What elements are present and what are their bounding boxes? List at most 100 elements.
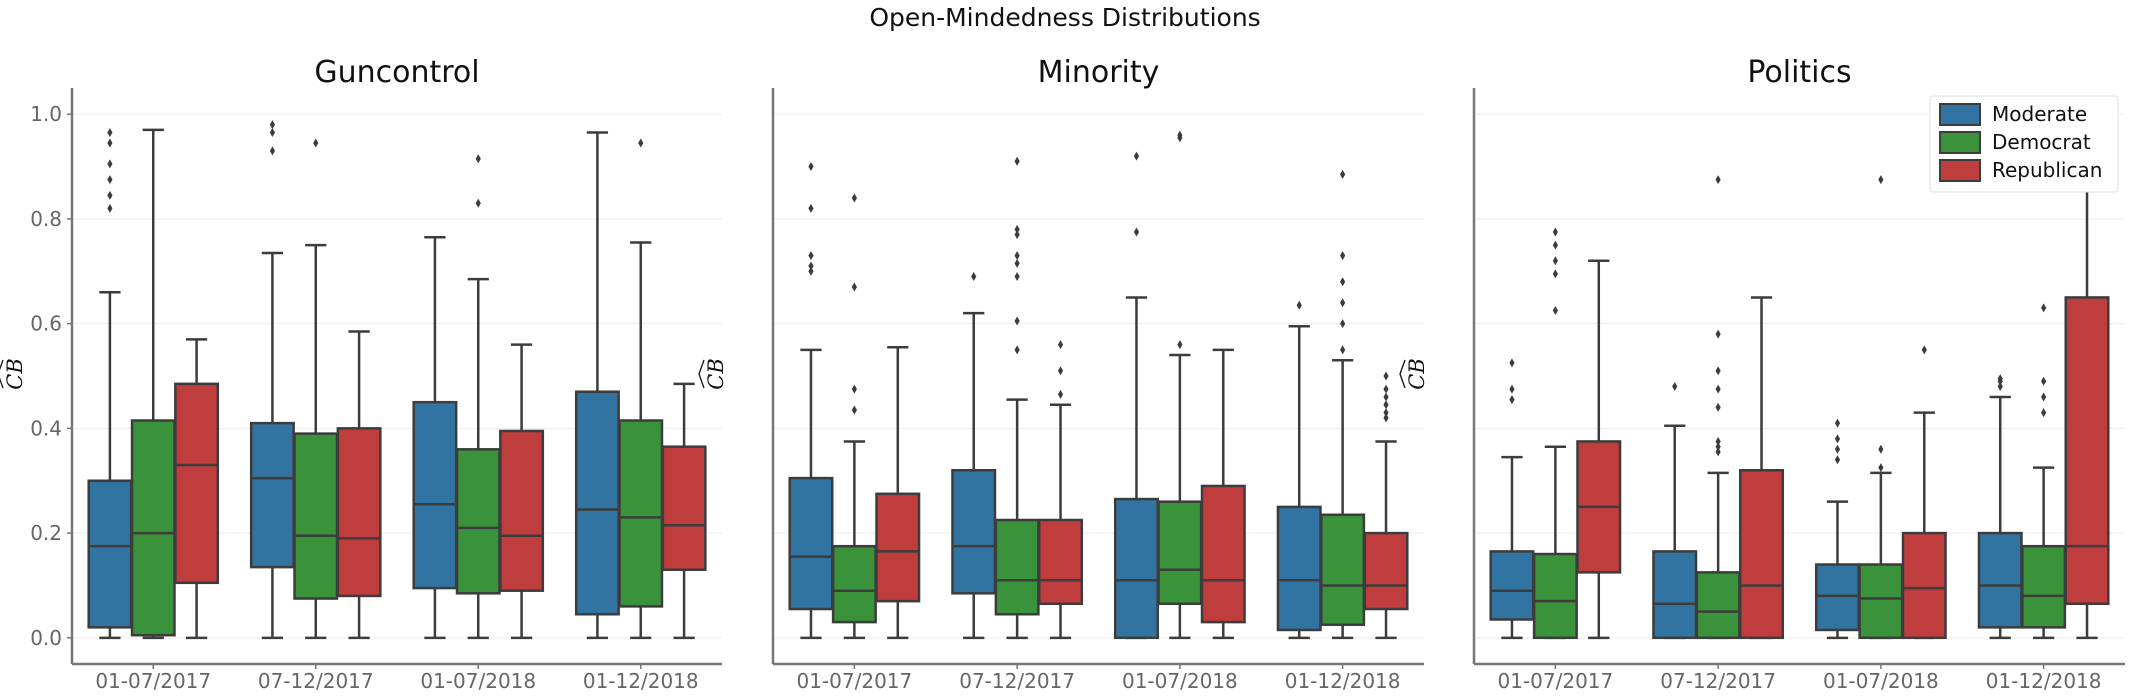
flier-point (1715, 402, 1721, 412)
flier-point (1383, 392, 1389, 402)
flier-point (1177, 130, 1183, 140)
y-axis-label-text: CB (704, 358, 728, 390)
box-republican (1363, 371, 1409, 640)
flier-point (1383, 413, 1389, 423)
flier-point (107, 128, 113, 138)
box-moderate (574, 131, 620, 640)
x-tick-label: 01-07/2017 (796, 669, 912, 693)
flier-point (2041, 408, 2047, 418)
box-democrat (1858, 175, 1904, 640)
y-tick-label: 1.0 (30, 102, 62, 126)
y-axis-label-hat (698, 359, 705, 389)
flier-point (638, 138, 644, 148)
y-axis-label-hat (0, 359, 4, 389)
flier-point (1715, 366, 1721, 376)
box-moderate (951, 272, 997, 640)
flier-point (475, 198, 481, 208)
flier-point (971, 272, 977, 282)
flier-point (1383, 371, 1389, 381)
box-moderate (1977, 374, 2023, 640)
box-republican (1739, 296, 1785, 640)
box-democrat (994, 156, 1040, 640)
flier-point (1014, 345, 1020, 355)
flier-point (1296, 300, 1302, 310)
box-moderate (249, 120, 295, 640)
box-moderate (1276, 300, 1322, 640)
flier-point (1509, 384, 1515, 394)
flier-point (1340, 277, 1346, 287)
flier-point (269, 128, 276, 138)
box-body (1858, 563, 1904, 640)
box-body (1977, 531, 2023, 629)
flier-point (107, 190, 113, 200)
flier-point (1834, 455, 1841, 465)
flier-point (1133, 227, 1140, 237)
box-democrat (455, 154, 501, 640)
flier-point (851, 282, 857, 292)
x-tick-label: 01-12/2018 (583, 669, 699, 693)
flier-point (1715, 175, 1721, 185)
y-tick-label: 0.8 (30, 207, 62, 231)
box-body (2021, 544, 2067, 629)
box-body (661, 445, 707, 571)
box-body (1739, 469, 1785, 640)
box-republican (174, 338, 220, 640)
y-axis-label: CB (1399, 358, 1429, 390)
box-democrat (1320, 169, 1366, 640)
box-moderate (1489, 358, 1535, 640)
flier-point (107, 159, 113, 169)
box-republican (1200, 348, 1246, 640)
box-body (951, 469, 997, 595)
box-moderate (412, 235, 458, 640)
flier-point (1057, 366, 1064, 376)
box-body (174, 382, 220, 585)
flier-point (1509, 395, 1515, 405)
flier-point (1509, 358, 1515, 368)
box-body (1113, 497, 1159, 640)
flier-point (1834, 418, 1841, 428)
flier-point (1014, 156, 1020, 166)
flier-point (851, 193, 857, 203)
flier-point (1177, 340, 1183, 350)
flier-point (2041, 392, 2047, 402)
box-moderate (788, 162, 834, 640)
box-body (994, 518, 1040, 616)
box-republican (661, 382, 707, 640)
box-body (455, 448, 501, 595)
flier-point (1715, 442, 1721, 452)
box-democrat (1532, 227, 1578, 640)
flier-point (1340, 169, 1346, 179)
flier-point (2041, 376, 2047, 386)
legend: Moderate Democrat Republican (1929, 95, 2119, 193)
flier-point (851, 384, 857, 394)
box-democrat (1695, 175, 1741, 640)
flier-point (1014, 251, 1020, 261)
flier-point (1878, 463, 1884, 473)
x-tick-label: 01-12/2018 (1285, 669, 1401, 693)
flier-point (2041, 303, 2047, 313)
flier-point (1878, 444, 1884, 454)
box-democrat (831, 193, 877, 640)
flier-point (1672, 381, 1678, 391)
flier-point (1014, 316, 1020, 326)
chart-panel-guncontrol: 0.0 0.2 0.4 0.6 0.8 1.0 CB 01-07/2017 07-12/2017… (0, 55, 722, 693)
box-body (130, 419, 176, 637)
box-body (574, 390, 620, 616)
box-body (412, 400, 458, 590)
flier-point (808, 203, 814, 213)
panel-title: Guncontrol (314, 55, 479, 90)
flier-point (1834, 444, 1841, 454)
box-democrat (2021, 303, 2067, 640)
flier-point (1014, 258, 1020, 268)
flier-point (107, 203, 113, 213)
flier-point (1715, 447, 1721, 457)
box-republican (875, 345, 921, 640)
box-moderate (1652, 381, 1698, 640)
box-body (293, 432, 339, 600)
box-democrat (293, 138, 339, 640)
box-republican (499, 343, 545, 640)
y-tick-label: 0.0 (30, 626, 62, 650)
flier-point (808, 266, 814, 276)
x-tick-label: 07-12/2017 (258, 669, 374, 693)
panel-title: Politics (1747, 55, 1851, 90)
